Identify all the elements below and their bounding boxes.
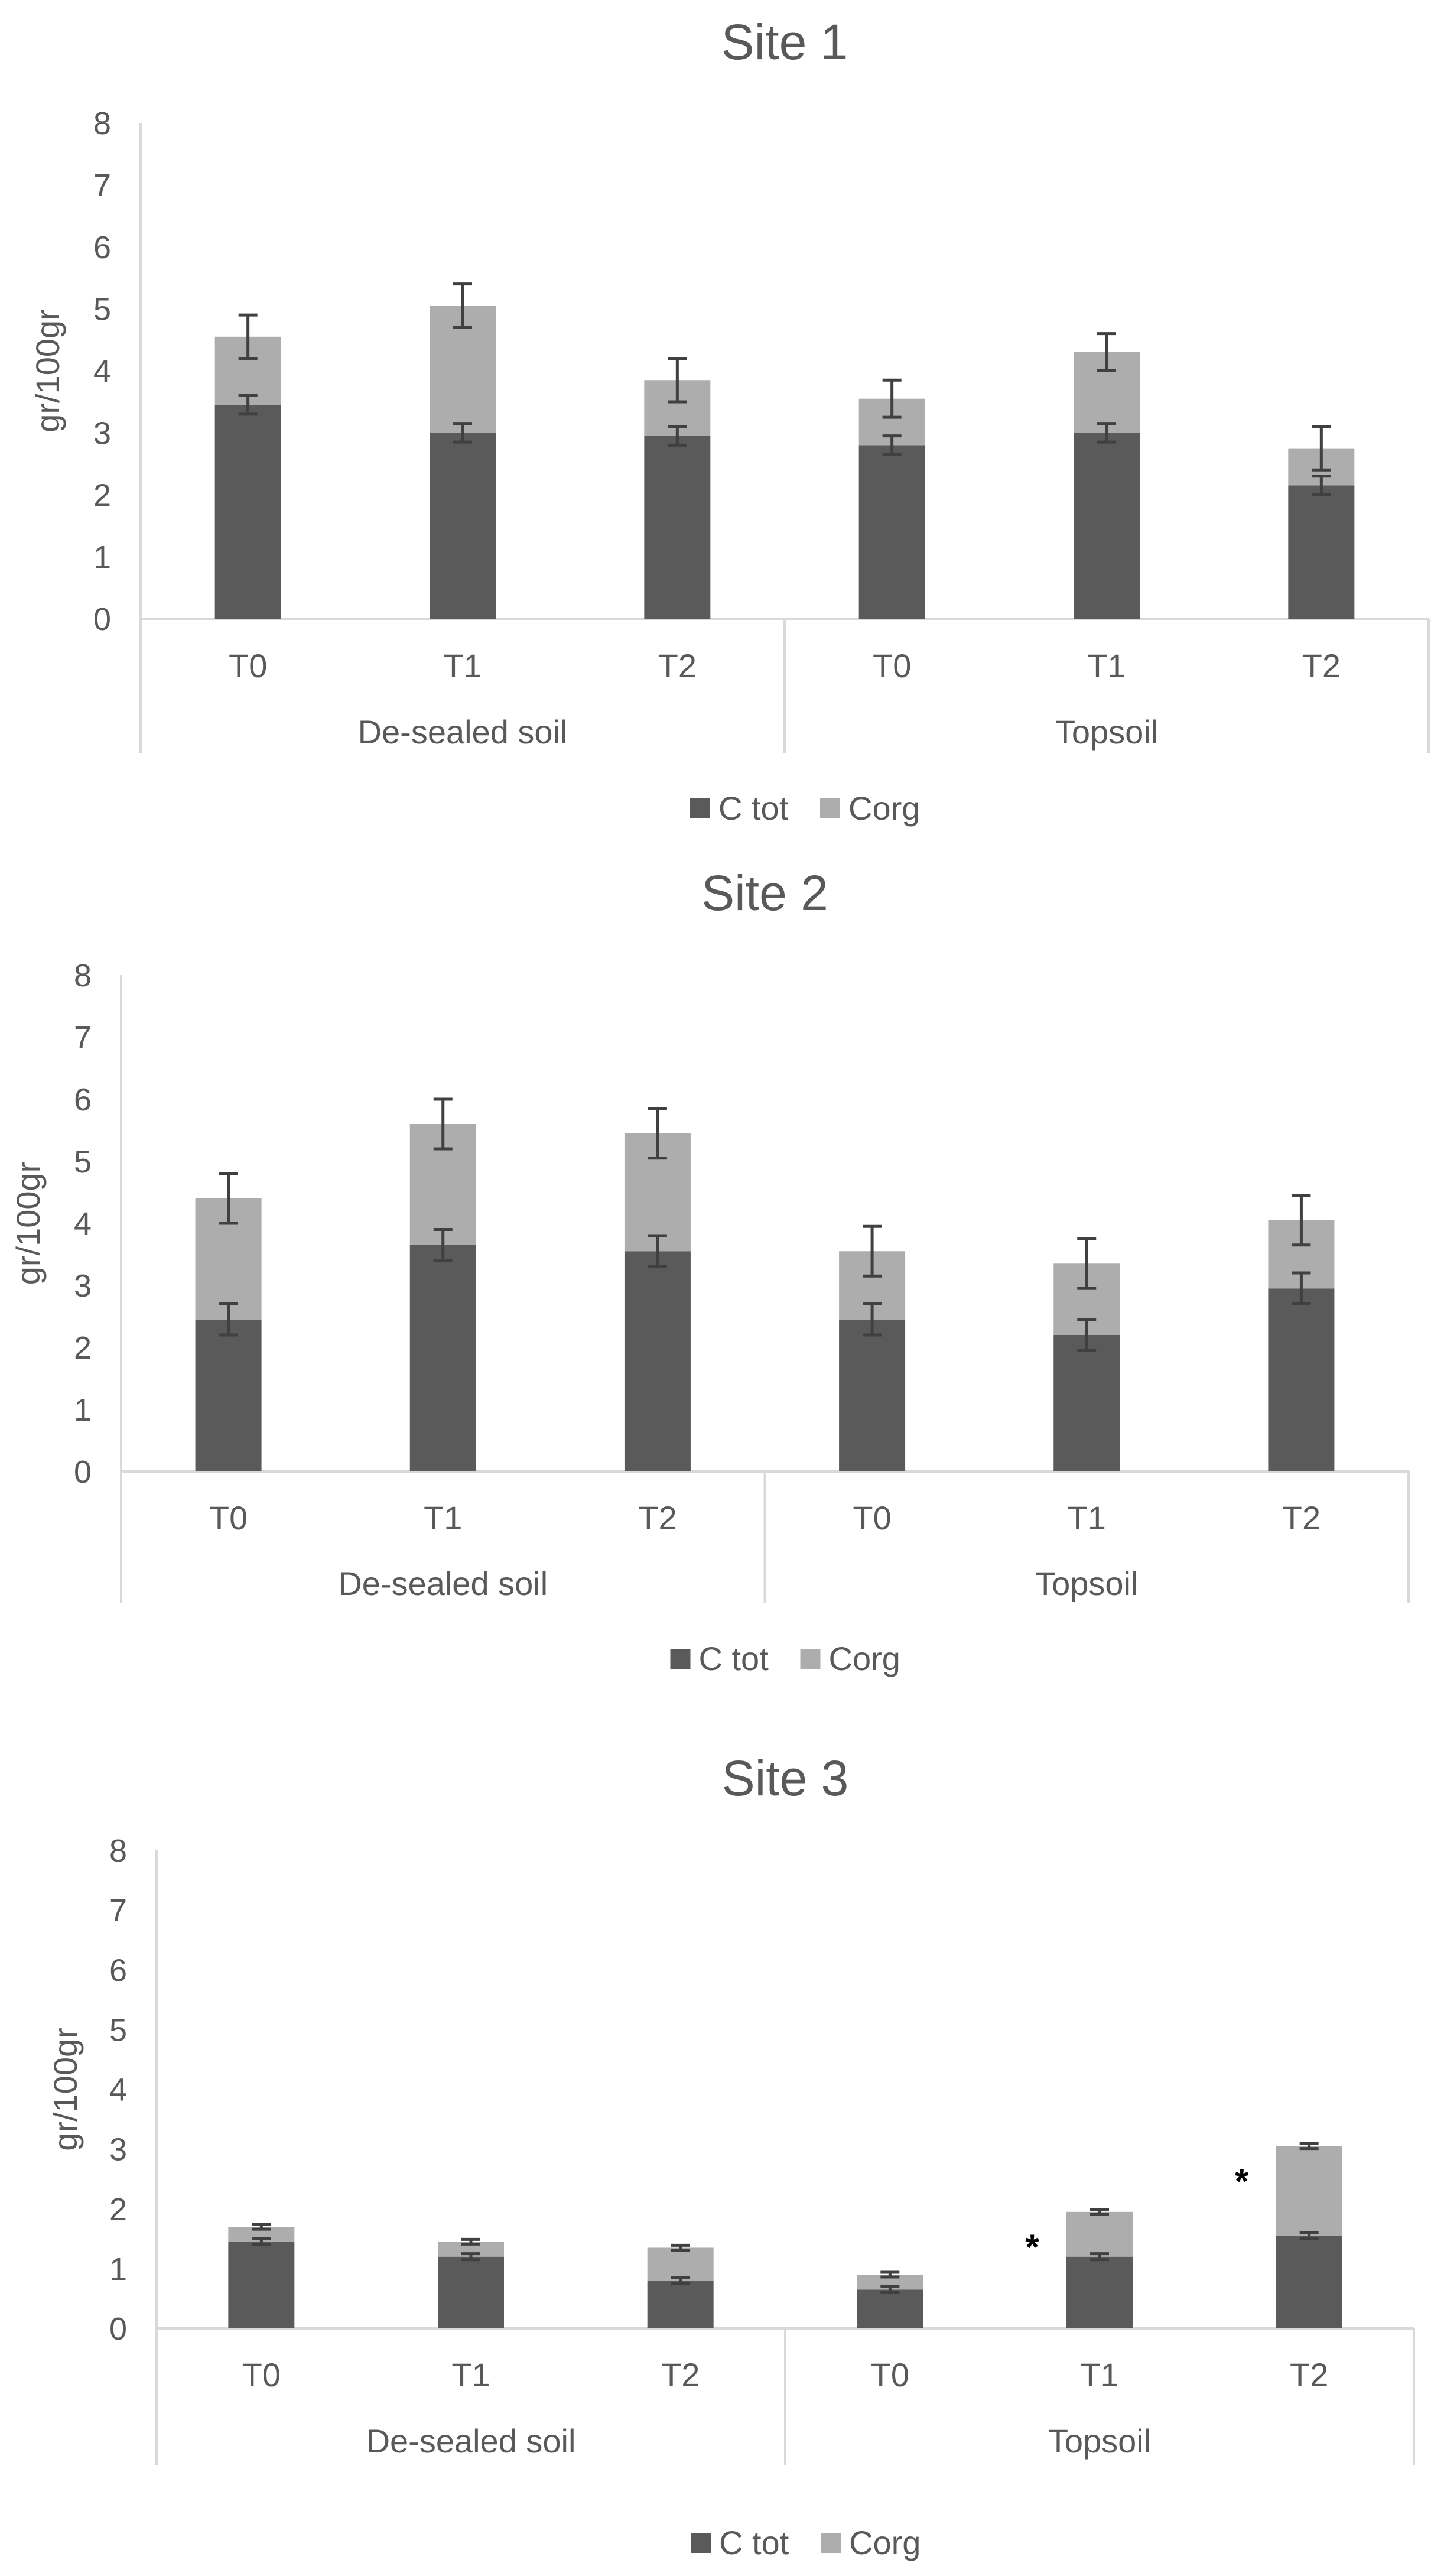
x-group-label: Topsoil: [1055, 713, 1158, 751]
legend-label-corg: Corg: [848, 790, 920, 827]
y-tick-label: 3: [109, 2132, 127, 2168]
x-group-label: De-sealed soil: [358, 713, 568, 751]
legend-label-ctot: C tot: [719, 2524, 789, 2561]
x-category-label: T0: [242, 2356, 281, 2393]
x-category-label: T1: [1080, 2356, 1118, 2393]
y-tick-label: 8: [74, 958, 92, 993]
bar-corg: [1276, 2146, 1342, 2236]
bar-ctot: [195, 1319, 262, 1471]
x-category-label: T0: [873, 647, 911, 684]
y-tick-label: 4: [109, 2073, 127, 2108]
bar-ctot: [438, 2256, 504, 2328]
y-tick-label: 3: [74, 1268, 92, 1304]
x-group-label: De-sealed soil: [366, 2422, 576, 2460]
y-axis-label: gr/100gr: [9, 1162, 47, 1285]
chart-site-3: Site 3 gr/100gr 0 1 2 3 4 5 6 7 8 T0 T1 T2 T0 * T1 * T2 De-…: [47, 1750, 1415, 2561]
chart-site-1: Site 1 gr/100gr 0 1 2 3 4 5 6 7 8 T0 T1 T2 T0 T1 T2 De-se…: [29, 14, 1430, 827]
y-tick-label: 8: [109, 1833, 127, 1869]
legend-swatch-corg: [820, 798, 840, 818]
bar-ctot: [1276, 2236, 1342, 2328]
y-tick-label: 7: [74, 1020, 92, 1055]
y-tick-label: 3: [93, 415, 111, 451]
y-tick-label: 7: [93, 168, 111, 203]
chart-title: Site 3: [722, 1750, 849, 1806]
x-category-label: T1: [1087, 647, 1126, 684]
x-category-label: T2: [661, 2356, 700, 2393]
legend: C tot Corg: [691, 2524, 921, 2561]
bar-ctot: [644, 436, 711, 619]
x-category-label: T0: [853, 1499, 891, 1536]
y-axis-label: gr/100gr: [29, 309, 66, 433]
x-category-label: T2: [638, 1499, 677, 1536]
y-tick-label: 2: [74, 1330, 92, 1366]
y-tick-label: 2: [93, 477, 111, 513]
bar-corg: [647, 2247, 714, 2281]
y-tick-label: 0: [93, 602, 111, 637]
bar-ctot: [214, 405, 281, 619]
bar-ctot: [647, 2281, 714, 2328]
bar-ctot: [1074, 433, 1140, 619]
bar-ctot: [430, 433, 496, 619]
y-tick-label: 1: [74, 1392, 92, 1428]
y-tick-label: 5: [93, 292, 111, 327]
x-category-label: T1: [451, 2356, 490, 2393]
bar-ctot: [1288, 485, 1355, 619]
legend-swatch-corg: [821, 2533, 841, 2553]
chart-title: Site 1: [721, 14, 848, 70]
legend-swatch-ctot: [670, 1649, 691, 1669]
bar-ctot: [839, 1319, 906, 1471]
bar-ctot: [1268, 1288, 1335, 1471]
significance-marker: *: [1235, 2162, 1249, 2201]
bar-corg: [1066, 2211, 1133, 2257]
y-tick-label: 1: [109, 2252, 127, 2287]
x-group-label: De-sealed soil: [338, 1565, 548, 1602]
bar-ctot: [1053, 1335, 1120, 1471]
legend-label-corg: Corg: [829, 1640, 900, 1677]
bar-ctot: [409, 1245, 476, 1471]
legend: C tot Corg: [690, 790, 920, 827]
x-category-label: T2: [1290, 2356, 1328, 2393]
y-tick-label: 2: [109, 2192, 127, 2227]
legend: C tot Corg: [670, 1640, 900, 1677]
legend-swatch-ctot: [691, 2533, 711, 2553]
x-group-label: Topsoil: [1048, 2422, 1151, 2460]
x-category-label: T0: [871, 2356, 909, 2393]
y-tick-label: 5: [74, 1144, 92, 1180]
x-category-label: T0: [209, 1499, 248, 1536]
chart-site-2: Site 2 gr/100gr 0 1 2 3 4 5 6 7 8 T0 T1 T2 T0 T1 T2 De-se…: [9, 865, 1410, 1677]
y-tick-label: 0: [109, 2311, 127, 2347]
x-group-label: Topsoil: [1035, 1565, 1138, 1602]
legend-swatch-ctot: [690, 798, 710, 818]
x-category-label: T1: [1068, 1499, 1106, 1536]
x-category-label: T1: [424, 1499, 462, 1536]
y-tick-label: 4: [74, 1206, 92, 1242]
legend-label-ctot: C tot: [699, 1640, 769, 1677]
x-category-label: T0: [229, 647, 267, 684]
chart-title: Site 2: [701, 865, 828, 921]
y-tick-label: 6: [74, 1082, 92, 1118]
y-tick-label: 5: [109, 2012, 127, 2048]
y-tick-label: 6: [93, 230, 111, 265]
x-category-label: T2: [1302, 647, 1341, 684]
y-axis-label: gr/100gr: [47, 2028, 84, 2151]
legend-label-ctot: C tot: [718, 790, 789, 827]
legend-label-corg: Corg: [849, 2524, 921, 2561]
y-tick-label: 7: [109, 1893, 127, 1928]
y-tick-label: 0: [74, 1454, 92, 1490]
bar-ctot: [858, 445, 925, 619]
x-category-label: T2: [1282, 1499, 1321, 1536]
y-tick-label: 1: [93, 540, 111, 575]
bar-ctot: [1066, 2256, 1133, 2328]
y-tick-label: 4: [93, 354, 111, 389]
significance-marker: *: [1025, 2227, 1039, 2267]
x-category-label: T2: [658, 647, 697, 684]
bar-ctot: [228, 2242, 295, 2328]
y-tick-label: 6: [109, 1953, 127, 1988]
bar-ctot: [624, 1251, 691, 1471]
x-category-label: T1: [443, 647, 482, 684]
legend-swatch-corg: [800, 1649, 821, 1669]
bar-ctot: [857, 2289, 923, 2328]
y-tick-label: 8: [93, 106, 111, 141]
